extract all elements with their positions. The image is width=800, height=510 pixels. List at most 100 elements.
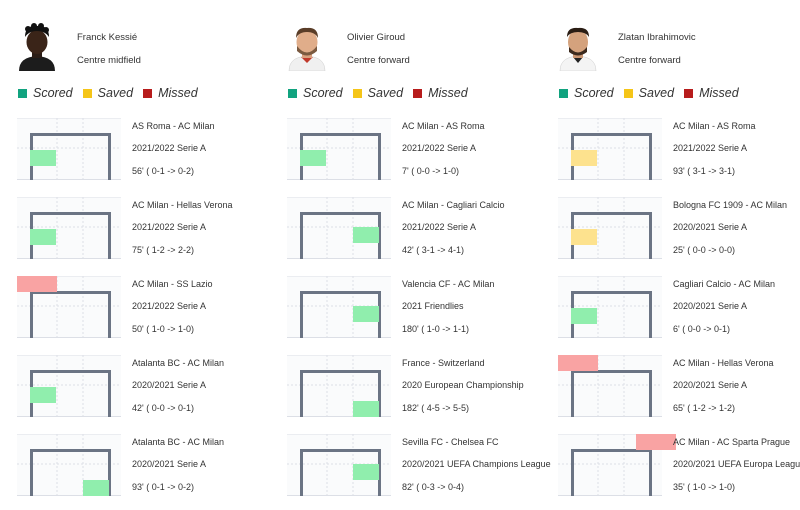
goal-diagram bbox=[287, 276, 391, 338]
goal-frame bbox=[558, 118, 662, 180]
legend-label: Missed bbox=[158, 86, 198, 100]
goal-diagram bbox=[17, 355, 121, 417]
minute-score: 182' ( 4-5 -> 5-5) bbox=[402, 403, 469, 413]
legend: Scored Saved Missed bbox=[18, 86, 208, 100]
missed-swatch bbox=[413, 88, 423, 98]
match-name: Atalanta BC - AC Milan bbox=[132, 437, 225, 447]
minute-score: 35' ( 1-0 -> 1-0) bbox=[673, 482, 735, 492]
shot-marker-scored bbox=[300, 150, 326, 166]
legend-item-scored: Scored bbox=[559, 86, 614, 100]
player-avatar bbox=[285, 23, 329, 72]
player-column: Franck Kessié Centre midfield Scored Sav… bbox=[15, 0, 265, 510]
shot-marker-saved bbox=[571, 150, 597, 166]
penalty-card: AC Milan - Hellas Verona 2021/2022 Serie… bbox=[15, 197, 265, 259]
legend: Scored Saved Missed bbox=[288, 86, 478, 100]
goal-diagram bbox=[17, 197, 121, 259]
legend-label: Saved bbox=[367, 86, 404, 100]
legend-item-missed: Missed bbox=[413, 86, 468, 100]
minute-score: 56' ( 0-1 -> 0-2) bbox=[132, 166, 194, 176]
match-name: Valencia CF - AC Milan bbox=[402, 279, 495, 289]
match-name: Sevilla FC - Chelsea FC bbox=[402, 437, 499, 447]
legend-item-scored: Scored bbox=[18, 86, 73, 100]
competition: 2021/2022 Serie A bbox=[402, 222, 477, 232]
minute-score: 25' ( 0-0 -> 0-0) bbox=[673, 245, 735, 255]
goal-diagram bbox=[558, 355, 662, 417]
penalty-card: AC Milan - Cagliari Calcio 2021/2022 Ser… bbox=[285, 197, 535, 259]
legend-label: Scored bbox=[33, 86, 73, 100]
shot-marker-scored bbox=[353, 227, 379, 243]
legend-item-saved: Saved bbox=[352, 86, 404, 100]
minute-score: 7' ( 0-0 -> 1-0) bbox=[402, 166, 459, 176]
player-position: Centre forward bbox=[618, 55, 681, 66]
goal-diagram bbox=[558, 197, 662, 259]
penalty-card: Atalanta BC - AC Milan 2020/2021 Serie A… bbox=[15, 434, 265, 496]
match-name: France - Switzerland bbox=[402, 358, 485, 368]
minute-score: 75' ( 1-2 -> 2-2) bbox=[132, 245, 194, 255]
competition: 2021/2022 Serie A bbox=[673, 143, 748, 153]
penalty-card: Atalanta BC - AC Milan 2020/2021 Serie A… bbox=[15, 355, 265, 417]
player-name: Olivier Giroud bbox=[347, 32, 406, 43]
legend-item-saved: Saved bbox=[623, 86, 675, 100]
competition: 2020/2021 Serie A bbox=[673, 380, 748, 390]
legend: Scored Saved Missed bbox=[559, 86, 749, 100]
goal-diagram bbox=[558, 276, 662, 338]
saved-swatch bbox=[352, 88, 362, 98]
goal-diagram bbox=[287, 197, 391, 259]
match-name: Bologna FC 1909 - AC Milan bbox=[673, 200, 788, 210]
scored-swatch bbox=[18, 88, 27, 98]
missed-swatch bbox=[684, 88, 694, 98]
match-name: Cagliari Calcio - AC Milan bbox=[673, 279, 776, 289]
player-name: Franck Kessié bbox=[77, 32, 138, 43]
penalty-card: Cagliari Calcio - AC Milan 2020/2021 Ser… bbox=[556, 276, 800, 338]
penalty-card: AC Milan - SS Lazio 2021/2022 Serie A 50… bbox=[15, 276, 265, 338]
competition: 2021/2022 Serie A bbox=[132, 301, 207, 311]
legend-item-saved: Saved bbox=[82, 86, 134, 100]
penalty-card: AC Milan - Hellas Verona 2020/2021 Serie… bbox=[556, 355, 800, 417]
player-header: Franck Kessié Centre midfield bbox=[15, 0, 265, 80]
shot-marker-scored bbox=[571, 308, 597, 324]
goal-diagram bbox=[287, 355, 391, 417]
minute-score: 180' ( 1-0 -> 1-1) bbox=[402, 324, 469, 334]
shot-marker-missed bbox=[636, 434, 676, 450]
minute-score: 65' ( 1-2 -> 1-2) bbox=[673, 403, 735, 413]
match-name: AS Roma - AC Milan bbox=[132, 121, 215, 131]
player-avatar bbox=[15, 23, 59, 71]
player-name: Zlatan Ibrahimovic bbox=[618, 32, 696, 43]
competition: 2020/2021 Serie A bbox=[132, 380, 207, 390]
scored-swatch bbox=[288, 88, 297, 98]
match-name: AC Milan - Hellas Verona bbox=[673, 358, 774, 368]
match-name: Atalanta BC - AC Milan bbox=[132, 358, 225, 368]
penalty-card: France - Switzerland 2020 European Champ… bbox=[285, 355, 535, 417]
goal-diagram bbox=[558, 118, 662, 180]
goal-diagram bbox=[287, 118, 391, 180]
shot-marker-missed bbox=[558, 355, 598, 371]
legend-item-missed: Missed bbox=[684, 86, 739, 100]
player-column: Zlatan Ibrahimovic Centre forward Scored… bbox=[556, 0, 800, 510]
minute-score: 50' ( 1-0 -> 1-0) bbox=[132, 324, 194, 334]
goal-frame bbox=[558, 197, 662, 259]
competition: 2020/2021 Serie A bbox=[132, 459, 207, 469]
legend-label: Saved bbox=[638, 86, 675, 100]
goal-frame bbox=[17, 197, 121, 259]
missed-swatch bbox=[143, 88, 153, 98]
player-header: Zlatan Ibrahimovic Centre forward bbox=[556, 0, 800, 80]
competition: 2021 Friendlies bbox=[402, 301, 464, 311]
player-position: Centre forward bbox=[347, 55, 410, 66]
legend-label: Scored bbox=[574, 86, 614, 100]
penalty-card: Valencia CF - AC Milan 2021 Friendlies 1… bbox=[285, 276, 535, 338]
player-header: Olivier Giroud Centre forward bbox=[285, 0, 535, 80]
penalty-card: AS Roma - AC Milan 2021/2022 Serie A 56'… bbox=[15, 118, 265, 180]
competition: 2020/2021 Serie A bbox=[673, 222, 748, 232]
goal-diagram bbox=[287, 434, 391, 496]
scored-swatch bbox=[559, 88, 568, 98]
shot-marker-scored bbox=[353, 464, 379, 480]
competition: 2021/2022 Serie A bbox=[132, 222, 207, 232]
competition: 2021/2022 Serie A bbox=[402, 143, 477, 153]
shot-marker-scored bbox=[353, 306, 379, 322]
goal-diagram bbox=[17, 434, 121, 496]
shot-marker-scored bbox=[30, 387, 56, 403]
minute-score: 82' ( 0-3 -> 0-4) bbox=[402, 482, 464, 492]
legend-label: Saved bbox=[97, 86, 134, 100]
goal-diagram bbox=[558, 434, 676, 496]
